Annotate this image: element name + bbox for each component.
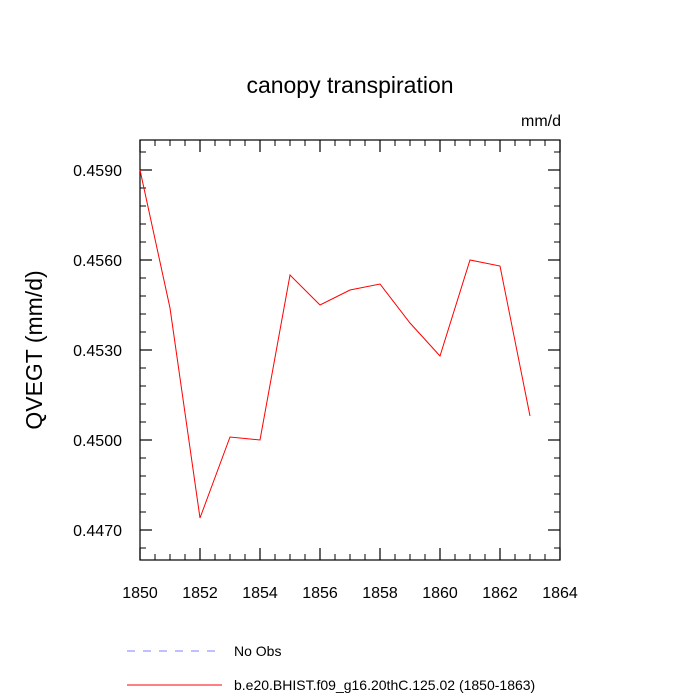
y-tick-label: 0.4470 [73, 523, 122, 540]
y-tick-label: 0.4500 [73, 433, 122, 450]
series-layer [139, 169, 531, 519]
y-tick-label: 0.4590 [73, 163, 122, 180]
y-tick-label: 0.4530 [73, 343, 122, 360]
legend: No Obs b.e20.BHIST.f09_g16.20thC.125.02 (… [127, 643, 535, 693]
x-tick-label: 1864 [542, 585, 578, 602]
x-tick-label: 1854 [242, 585, 278, 602]
units-label: mm/d [521, 113, 561, 130]
x-tick-label: 1850 [122, 585, 158, 602]
y-tick-label: 0.4560 [73, 253, 122, 270]
legend-label: b.e20.BHIST.f09_g16.20thC.125.02 (1850-1… [234, 677, 535, 693]
x-tick-label: 1860 [422, 585, 458, 602]
series-line [139, 169, 531, 519]
legend-label: No Obs [234, 643, 281, 659]
chart-title: canopy transpiration [246, 72, 453, 98]
x-tick-label: 1858 [362, 585, 398, 602]
y-axis-label: QVEGT (mm/d) [21, 270, 47, 429]
axis-ticks: 1850 1852 1854 1856 1858 1860 1862 1864 0.4470 0.… [73, 140, 578, 602]
x-tick-label: 1856 [302, 585, 338, 602]
x-tick-label: 1862 [482, 585, 518, 602]
plot-frame [139, 139, 561, 561]
x-tick-label: 1852 [182, 585, 218, 602]
